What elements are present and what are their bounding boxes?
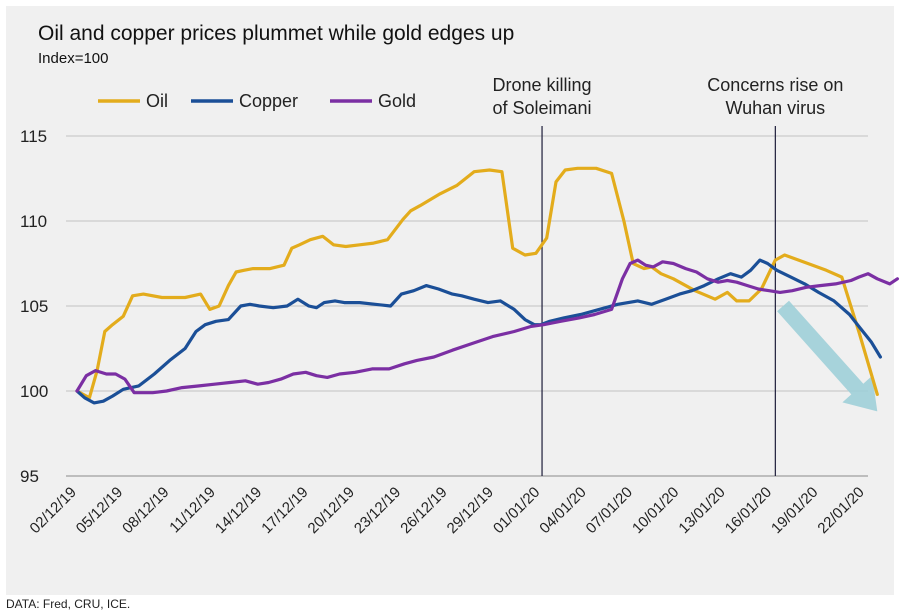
legend-label-copper: Copper [239, 91, 298, 111]
x-tick-label: 14/12/19 [212, 484, 265, 537]
oil-series-line [75, 166, 879, 400]
x-tick-label: 01/01/20 [490, 484, 543, 537]
x-tick-label: 07/01/20 [583, 484, 636, 537]
x-tick-label: 20/12/19 [305, 484, 358, 537]
annotation-label: of Soleimani [493, 98, 592, 118]
x-tick-label: 26/12/19 [397, 484, 450, 537]
x-tick-label: 17/12/19 [258, 484, 311, 537]
x-axis-tick-labels: 02/12/1905/12/1908/12/1911/12/1914/12/19… [27, 484, 868, 537]
trend-arrow [777, 300, 878, 412]
x-tick-label: 08/12/19 [119, 484, 172, 537]
x-tick-label: 23/12/19 [351, 484, 404, 537]
event-annotations: Drone killing of Soleimani Concerns rise o… [493, 75, 843, 476]
x-tick-label: 13/01/20 [675, 484, 728, 537]
legend: Oil Copper Gold [98, 91, 416, 111]
chart-subtitle: Index=100 [38, 50, 109, 67]
x-tick-label: 16/01/20 [722, 484, 775, 537]
x-tick-label: 22/01/20 [814, 484, 867, 537]
legend-label-gold: Gold [378, 91, 416, 111]
y-tick-label: 95 [20, 467, 39, 486]
x-tick-label: 11/12/19 [166, 484, 219, 537]
down-trend-arrow [777, 300, 878, 412]
copper-series-line [75, 258, 882, 405]
annotation-label: Concerns rise on [707, 75, 843, 95]
y-tick-label: 110 [20, 212, 47, 231]
data-source-note: DATA: Fred, CRU, ICE. [6, 597, 131, 611]
x-tick-label: 04/01/20 [536, 484, 589, 537]
y-tick-label: 115 [20, 127, 47, 146]
y-tick-label: 105 [20, 297, 48, 316]
gridlines [66, 135, 868, 477]
series-lines [75, 166, 899, 405]
x-tick-label: 29/12/19 [444, 484, 497, 537]
x-tick-label: 10/01/20 [629, 484, 682, 537]
x-tick-label: 05/12/19 [73, 484, 126, 537]
x-tick-label: 02/12/19 [27, 484, 80, 537]
y-axis-tick-labels: 95 100 105 110 115 [20, 127, 48, 486]
legend-label-oil: Oil [146, 91, 168, 111]
annotation-label: Drone killing [493, 75, 592, 95]
y-tick-label: 100 [20, 382, 48, 401]
x-tick-label: 19/01/20 [768, 484, 821, 537]
gold-series-line [75, 258, 899, 395]
annotation-label: Wuhan virus [725, 98, 825, 118]
chart-title: Oil and copper prices plummet while gold… [38, 22, 515, 45]
